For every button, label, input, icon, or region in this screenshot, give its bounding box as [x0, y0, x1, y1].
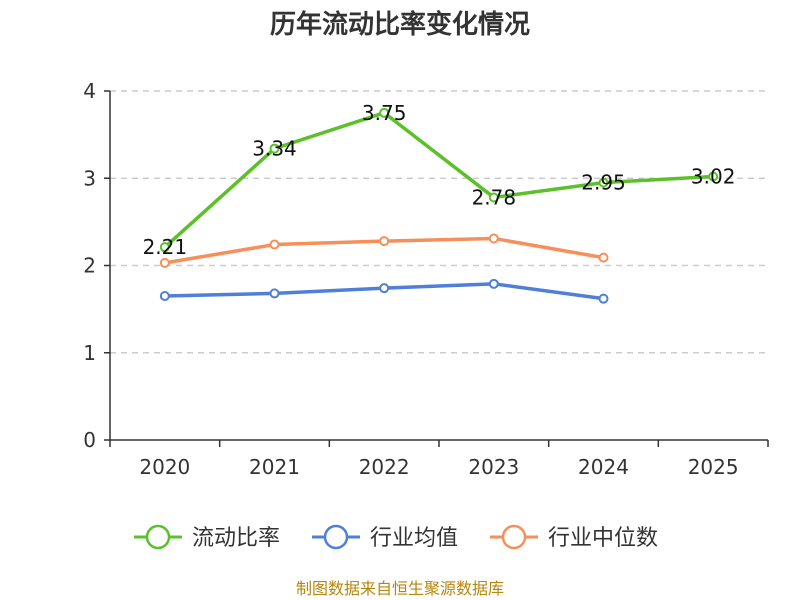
x-tick-label: 2025: [688, 455, 739, 479]
data-label: 2.21: [143, 235, 188, 259]
legend-item[interactable]: 行业均值: [312, 524, 458, 551]
legend-item[interactable]: 行业中位数: [490, 524, 658, 551]
y-tick-label: 4: [83, 79, 96, 103]
data-point: [488, 278, 499, 289]
legend-label: 行业均值: [370, 526, 458, 551]
data-label: 3.34: [252, 137, 297, 161]
data-point: [379, 107, 390, 118]
legend-label: 流动比率: [192, 526, 280, 551]
data-label: 3.02: [691, 165, 736, 189]
data-label: 2.95: [581, 171, 626, 195]
data-point: [708, 171, 719, 182]
data-point: [269, 143, 280, 154]
data-point: [598, 177, 609, 188]
x-tick-label: 2023: [468, 455, 519, 479]
data-point: [488, 233, 499, 244]
data-point: [159, 291, 170, 302]
axes: 0 1 2 3 4 2020 2021 2022 2023 2024 2025: [83, 79, 769, 479]
data-point: [159, 257, 170, 268]
legend-swatch-marker: [501, 524, 527, 550]
data-point: [379, 283, 390, 294]
series-line: [163, 111, 714, 249]
data-label: 2.78: [472, 185, 517, 209]
data-point: [379, 236, 390, 247]
data-point: [269, 239, 280, 250]
series-layer: [159, 107, 719, 304]
legend-item[interactable]: 流动比率: [134, 524, 280, 551]
legend[interactable]: 流动比率 行业均值 行业中位数: [134, 524, 658, 551]
y-tick-label: 3: [83, 166, 96, 190]
data-labels: 2.21 3.34 3.75 2.78 2.95 3.02: [143, 101, 736, 259]
data-point: [598, 293, 609, 304]
data-label: 3.75: [362, 101, 407, 125]
data-point: [598, 252, 609, 263]
y-tick-label: 1: [83, 341, 96, 365]
y-tick-label: 0: [83, 428, 96, 452]
data-point: [159, 242, 170, 253]
data-point: [269, 288, 280, 299]
y-tick-label: 2: [83, 254, 96, 278]
legend-swatch-marker: [323, 524, 349, 550]
grid: [110, 90, 768, 354]
source-note: 制图数据来自恒生聚源数据库: [296, 579, 504, 598]
x-tick-label: 2021: [249, 455, 300, 479]
legend-label: 行业中位数: [548, 526, 658, 551]
x-tick-label: 2020: [139, 455, 190, 479]
x-tick-label: 2022: [359, 455, 410, 479]
data-point: [488, 192, 499, 203]
chart-title: 历年流动比率变化情况: [270, 9, 530, 40]
x-tick-label: 2024: [578, 455, 629, 479]
legend-swatch-marker: [145, 524, 171, 550]
